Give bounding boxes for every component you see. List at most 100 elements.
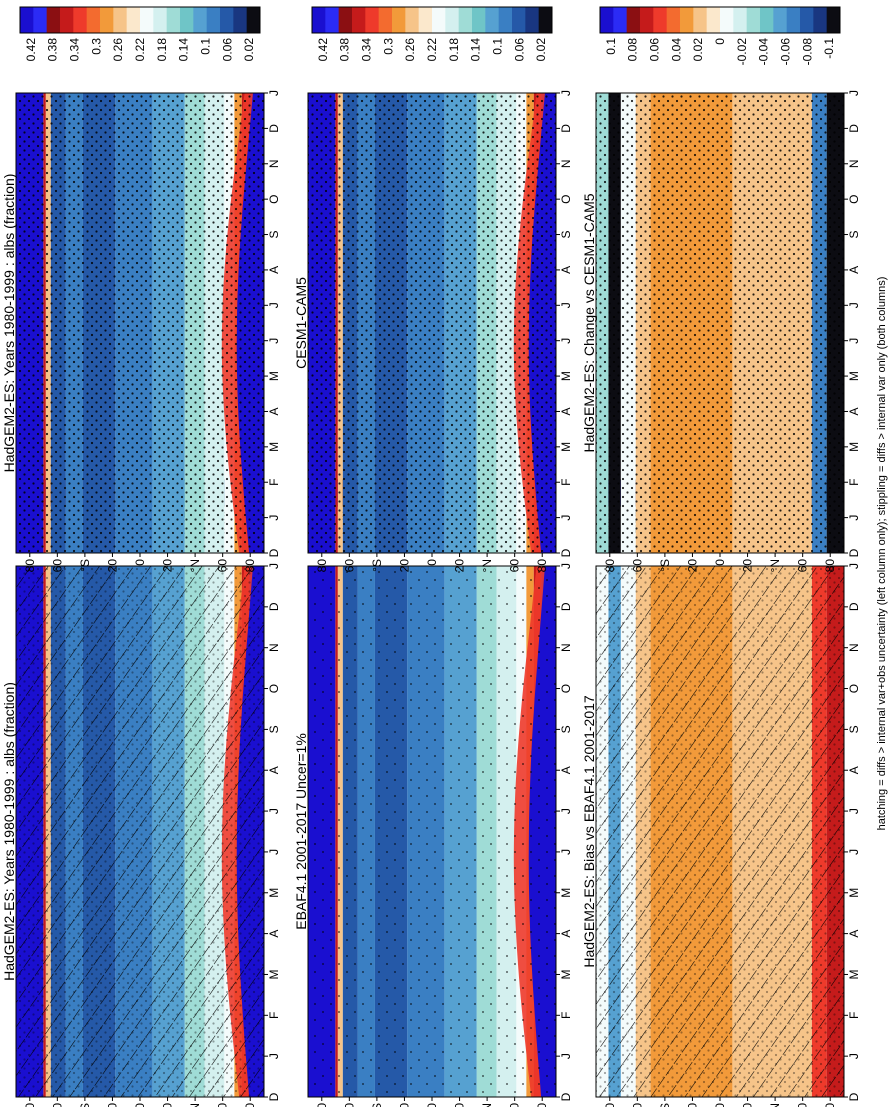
panel-5-lat-label-5: 20 [685,559,699,573]
panel-3-colorbar-swatch-14 [498,7,513,33]
panel-2-lat-label-7: 60 [342,1103,356,1107]
panel-2-lat-label-0: 80 [535,1103,549,1107]
panel-3-month-label-0: D [559,548,573,557]
panel-3-colorbar-swatch-16 [525,7,540,33]
panel-3-lat-label-1: 60 [508,559,522,573]
panel-5-colorbar-swatch-7 [693,7,708,33]
panel-1-colorbar-label-5: 0.22 [133,38,147,62]
panel-1-colorbar-label-1: 0.38 [46,38,60,62]
panel-3-month-label-9: S [559,231,573,239]
panel-5-colorbar-label-4: 0.02 [691,38,705,62]
panel-1-colorbar-label-7: 0.14 [177,38,191,62]
panel-5: HadGEM2-ES: Change vs CESM1-CAM5DJFMAMJJ… [581,6,861,573]
panel-3-colorbar-swatch-9 [432,7,446,33]
panel-3-colorbar-label-4: 0.26 [403,38,417,62]
panel-5-colorbar-label-3: 0.04 [669,38,683,62]
panel-5-month-label-4: A [847,407,861,415]
panel-5-colorbar-swatch-15 [800,7,814,33]
panel-5-colorbar-swatch-8 [706,7,721,33]
panel-3-month-label-11: N [559,159,573,168]
panel-1-lat-label-5: 20 [105,559,119,573]
panel-1: HadGEM2-ES: Years 1980-1999 : albs (frac… [1,6,281,573]
panel-3-colorbar-swatch-3 [352,7,366,33]
panel-2-month-label-13: J [559,563,573,569]
panel-5-colorbar-label-5: 0 [713,38,727,45]
panel-5-month-label-2: F [847,479,861,486]
panel-1-month-label-1: J [267,515,281,521]
panel-5-lat-label-8: 80 [603,559,617,573]
panel-2-title: EBAF4.1 2001-2017 Uncer=1% [293,733,309,930]
panel-5-colorbar-swatch-17 [826,7,841,33]
panel-5-colorbar-swatch-12 [760,7,774,33]
panel-3-colorbar-label-0: 0.42 [316,38,330,62]
panel-3-lat-label-7: 60 [342,559,356,573]
panel-4-title: HadGEM2-ES: Bias vs EBAF4.1 2001-2017 [581,695,597,968]
panel-5-colorbar-swatch-5 [666,7,681,33]
panel-3-colorbar-swatch-15 [512,7,526,33]
panel-1-month-label-12: D [267,124,281,133]
panel-1-colorbar-label-0: 0.42 [24,38,38,62]
panel-2-month-label-0: D [559,1092,573,1101]
panel-1-colorbar-swatch-12 [180,7,194,33]
panel-4-month-label-0: D [847,1092,861,1101]
panel-1-lat-label-0: 80 [243,559,257,573]
panels: HadGEM2-ES: Years 1980-1999 : albs (frac… [1,6,861,1107]
panel-0-lat-label-0: 80 [243,1103,257,1107]
panel-3-colorbar-swatch-0 [312,7,326,33]
panel-3-colorbar-swatch-12 [472,7,486,33]
panel-0-month-label-1: J [267,1053,281,1059]
panel-4: HadGEM2-ES: Bias vs EBAF4.1 2001-2017 D J F… [581,479,861,1107]
panel-4-month-label-12: D [847,602,861,611]
panel-1-lat-label-6: °S [78,559,92,572]
panel-4-lat-label-3: 20 [741,1103,755,1107]
panel-0-month-label-13: J [267,563,281,569]
panel-2-month-label-3: M [559,969,573,979]
panel-1-lat-label-7: 60 [50,559,64,573]
panel-1-month-label-5: M [267,371,281,381]
panel-3-colorbar-swatch-17 [538,7,553,33]
panel-1-colorbar-swatch-0 [20,7,34,33]
panel-3-month-label-3: M [559,442,573,452]
panel-0-month-label-4: A [267,930,281,938]
panel-3-colorbar-label-2: 0.34 [360,38,374,62]
panel-3-colorbar-label-7: 0.14 [469,38,483,62]
panel-5-colorbar-swatch-9 [720,7,734,33]
panel-5-colorbar-swatch-14 [786,7,801,33]
panel-4-month-label-3: M [847,969,861,979]
panel-5-colorbar-swatch-10 [733,7,748,33]
panel-5-month-label-9: S [847,231,861,239]
panel-1-colorbar-swatch-13 [193,7,208,33]
panel-3-month-label-12: D [559,124,573,133]
panel-1-colorbar-label-4: 0.26 [111,38,125,62]
panel-2-month-label-9: S [559,725,573,733]
panel-4-stippling [596,566,844,1097]
panel-3-colorbar-swatch-8 [418,7,433,33]
panel-5-month-label-6: J [847,338,861,344]
panel-5-colorbar-label-10: -0.1 [822,38,836,59]
panel-3-stippling [308,93,556,553]
panel-2-lat-label-4: 0 [425,1103,439,1107]
panel-1-month-label-10: O [267,194,281,203]
panel-1-lat-label-2: °N [188,559,202,572]
panel-1-month-label-9: S [267,231,281,239]
panel-1-colorbar-swatch-6 [100,7,114,33]
panel-4-lat-label-8: 80 [603,1103,617,1107]
panel-4-month-label-1: J [847,1053,861,1059]
panel-5-colorbar-label-8: -0.06 [778,38,792,66]
panel-3-month-label-13: J [559,90,573,96]
panel-3-lat-label-2: °N [480,559,494,572]
panel-3-colorbar-swatch-4 [365,7,380,33]
panel-5-month-label-13: J [847,90,861,96]
panel-3-month-label-7: J [559,302,573,308]
panel-0: HadGEM2-ES: Years 1980-1999 : albs (frac… [1,479,281,1107]
panel-0-month-label-7: J [267,808,281,814]
panel-0-stippling [16,566,264,1097]
panel-2-month-label-2: F [559,1012,573,1019]
panel-5-month-label-1: J [847,515,861,521]
panel-2-month-label-5: M [559,888,573,898]
panel-1-colorbar-swatch-15 [220,7,234,33]
panel-1-colorbar-label-3: 0.3 [89,38,103,55]
panel-4-lat-label-7: 60 [630,1103,644,1107]
panel-1-colorbar-label-6: 0.18 [155,38,169,62]
